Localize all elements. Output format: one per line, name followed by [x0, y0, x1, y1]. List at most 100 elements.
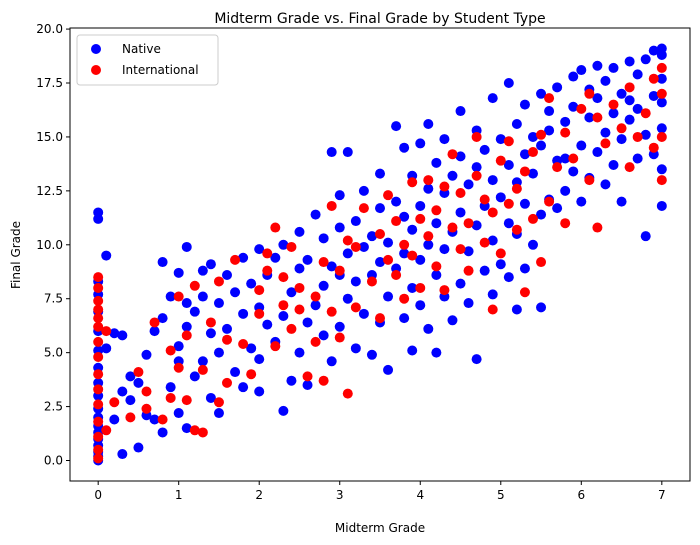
point-native [447, 315, 458, 326]
point-native [230, 287, 241, 298]
point-native [302, 254, 313, 265]
point-international [93, 313, 104, 324]
point-international [326, 200, 337, 211]
point-native [527, 168, 538, 179]
point-international [527, 147, 538, 158]
point-native [294, 347, 305, 358]
point-native [133, 377, 144, 388]
point-native [656, 97, 667, 108]
point-native [254, 244, 265, 255]
point-native [189, 306, 200, 317]
point-native [560, 153, 571, 164]
point-native [350, 216, 361, 227]
point-native [608, 159, 619, 170]
point-native [519, 198, 530, 209]
point-native [375, 257, 385, 268]
point-native [439, 244, 450, 255]
point-international [600, 138, 611, 149]
point-international [608, 99, 619, 110]
point-international [391, 216, 402, 227]
point-native [519, 99, 530, 110]
point-native [656, 123, 667, 134]
point-native [141, 349, 152, 360]
point-native [503, 78, 514, 89]
point-international [278, 300, 289, 311]
point-international [423, 231, 434, 242]
point-native [334, 190, 345, 201]
point-international [157, 414, 168, 425]
point-native [608, 62, 619, 73]
y-tick-label: 17.5 [36, 76, 63, 90]
point-native [536, 209, 547, 220]
point-native [568, 101, 579, 112]
point-native [117, 386, 128, 397]
legend-box [76, 34, 219, 86]
point-native [358, 241, 369, 252]
point-international [383, 254, 394, 265]
point-international [624, 82, 635, 93]
point-international [439, 181, 450, 192]
point-native [342, 248, 353, 259]
y-axis: 0.0 2.5 5.0 7.5 10.0 12.5 15.0 17.5 20.0 [36, 22, 70, 468]
point-international [101, 425, 112, 436]
point-international [93, 453, 104, 464]
point-international [375, 313, 385, 324]
point-international [560, 218, 571, 229]
point-international [415, 282, 426, 293]
point-international [197, 427, 208, 438]
point-international [165, 345, 176, 356]
point-international [350, 241, 361, 252]
point-international [149, 317, 160, 328]
point-international [189, 280, 200, 291]
point-native [318, 330, 329, 341]
point-native [479, 144, 490, 155]
point-international [479, 194, 490, 205]
point-native [447, 170, 458, 181]
x-tick-label: 3 [336, 488, 344, 502]
point-native [197, 356, 208, 367]
point-native [366, 349, 377, 360]
point-international [487, 207, 498, 218]
point-native [423, 239, 434, 250]
point-international [455, 188, 466, 199]
point-native [536, 140, 547, 151]
point-native [189, 371, 200, 382]
point-international [407, 250, 418, 261]
point-native [471, 220, 482, 231]
x-tick-label: 1 [175, 488, 183, 502]
point-native [350, 343, 361, 354]
point-international [375, 229, 385, 240]
point-native [568, 71, 579, 82]
point-international [270, 341, 281, 352]
point-international [93, 351, 104, 362]
point-international [109, 397, 120, 408]
point-native [407, 224, 418, 235]
y-tick-label: 7.5 [44, 292, 63, 306]
point-native [181, 423, 192, 434]
point-international [366, 276, 377, 287]
point-native [455, 151, 466, 162]
point-native [407, 282, 418, 293]
x-tick-label: 4 [416, 488, 424, 502]
point-international [503, 198, 514, 209]
point-native [318, 280, 329, 291]
point-native [640, 231, 651, 242]
legend-label-international: International [122, 63, 199, 77]
point-international [141, 403, 152, 414]
point-international [141, 386, 152, 397]
point-international [455, 244, 466, 255]
point-native [624, 56, 635, 67]
point-international [93, 431, 104, 442]
point-international [640, 108, 651, 119]
point-international [463, 265, 474, 276]
point-international [519, 287, 530, 298]
point-native [326, 147, 337, 158]
point-international [616, 123, 627, 134]
point-international [656, 175, 667, 186]
point-native [205, 392, 216, 403]
point-international [632, 131, 643, 142]
point-native [495, 192, 506, 203]
point-international [383, 190, 394, 201]
point-native [173, 408, 184, 419]
point-native [286, 375, 297, 386]
